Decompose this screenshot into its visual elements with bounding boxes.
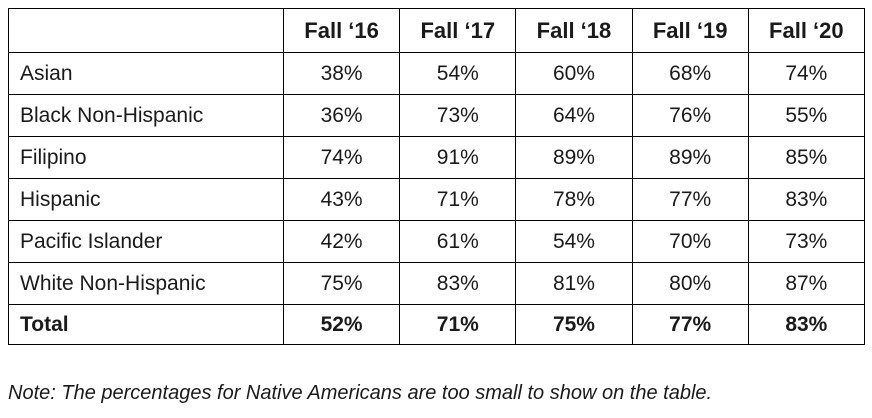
table-cell: 89% [631,136,749,179]
table-cell: 85% [747,136,865,179]
data-table: Fall ‘16 Fall ‘17 Fall ‘18 Fall ‘19 Fall… [8,8,865,345]
table-cell: 74% [747,52,865,95]
row-label: Hispanic [8,178,284,221]
total-cell: 75% [515,304,633,345]
column-header: Fall ‘16 [282,8,401,53]
table-cell: 76% [631,94,749,137]
table-note: Note: The percentages for Native America… [8,382,713,404]
table-cell: 68% [631,52,749,95]
table-cell: 77% [631,178,749,221]
total-label: Total [8,304,284,345]
total-cell: 83% [747,304,865,345]
column-header: Fall ‘19 [631,8,749,53]
row-label: Pacific Islander [8,220,284,263]
table-cell: 54% [399,52,517,95]
table-cell: 87% [747,262,865,305]
table-cell: 43% [282,178,401,221]
table-cell: 64% [515,94,633,137]
table-row: White Non-Hispanic 75% 83% 81% 80% 87% [8,262,865,305]
table-cell: 78% [515,178,633,221]
table-row: Asian 38% 54% 60% 68% 74% [8,52,865,95]
total-cell: 77% [631,304,749,345]
column-header: Fall ‘20 [747,8,865,53]
table-cell: 60% [515,52,633,95]
table-cell: 36% [282,94,401,137]
row-label: Filipino [8,136,284,179]
row-label: Black Non-Hispanic [8,94,284,137]
table-row: Pacific Islander 42% 61% 54% 70% 73% [8,220,865,263]
table-cell: 83% [399,262,517,305]
column-header: Fall ‘17 [399,8,517,53]
row-label: White Non-Hispanic [8,262,284,305]
table-cell: 75% [282,262,401,305]
table-cell: 80% [631,262,749,305]
table-cell: 70% [631,220,749,263]
column-header: Fall ‘18 [515,8,633,53]
table-cell: 71% [399,178,517,221]
total-cell: 71% [399,304,517,345]
total-cell: 52% [282,304,401,345]
table-cell: 89% [515,136,633,179]
row-label: Asian [8,52,284,95]
table-cell: 61% [399,220,517,263]
table-row: Hispanic 43% 71% 78% 77% 83% [8,178,865,221]
table-row: Black Non-Hispanic 36% 73% 64% 76% 55% [8,94,865,137]
table-cell: 73% [747,220,865,263]
table-cell: 54% [515,220,633,263]
table-cell: 73% [399,94,517,137]
header-blank-cell [8,8,284,53]
total-row: Total 52% 71% 75% 77% 83% [8,304,865,345]
table-cell: 83% [747,178,865,221]
table-row: Filipino 74% 91% 89% 89% 85% [8,136,865,179]
table-cell: 42% [282,220,401,263]
table-cell: 38% [282,52,401,95]
table-cell: 91% [399,136,517,179]
table-cell: 55% [747,94,865,137]
table-cell: 74% [282,136,401,179]
table-cell: 81% [515,262,633,305]
header-row: Fall ‘16 Fall ‘17 Fall ‘18 Fall ‘19 Fall… [8,8,865,53]
